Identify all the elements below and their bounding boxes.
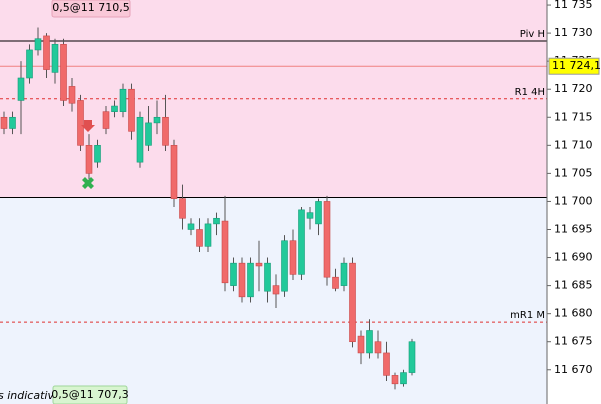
candle-body: [119, 88, 127, 112]
candle-body: [34, 38, 42, 51]
candle-body: [68, 86, 76, 104]
price-tag-label: 11 724,1: [552, 59, 601, 72]
candle-body: [0, 116, 8, 129]
y-tick-label: 11 700: [554, 194, 593, 207]
level-label: Piv H: [520, 29, 545, 40]
annotation: s indicatives: [0, 389, 67, 402]
level-label: mR1 M: [510, 310, 545, 321]
y-tick-label: 11 680: [554, 307, 593, 320]
y-tick-label: 11 705: [554, 166, 593, 179]
candle-body: [77, 100, 84, 146]
candle-body: [94, 145, 101, 163]
candle-body: [85, 145, 93, 174]
y-tick-label: 11 715: [554, 110, 593, 123]
candle-body: [51, 44, 59, 73]
candle-body: [128, 88, 135, 132]
candle-body: [400, 372, 407, 385]
y-tick-label: 11 690: [554, 251, 593, 264]
candle-body: [102, 111, 110, 129]
candle-body: [247, 262, 254, 298]
candle-body: [323, 201, 331, 278]
candle-body: [230, 262, 237, 286]
candle-body: [383, 352, 390, 376]
candle-body: [238, 262, 246, 298]
price-tag: [548, 57, 600, 75]
y-tick-label: 11 720: [554, 82, 593, 95]
candle-body: [170, 145, 178, 199]
y-tick-label: 11 685: [554, 279, 593, 292]
candle-body: [60, 44, 67, 101]
annotation: 0,5@11 707,3: [51, 388, 128, 401]
candle-body: [162, 116, 169, 146]
y-tick-label: 11 670: [554, 363, 593, 376]
candle-body: [196, 229, 203, 247]
candle-body: [145, 122, 152, 146]
candle-body: [366, 330, 373, 354]
annotation-box: [52, 385, 128, 404]
candle-body: [221, 220, 229, 284]
candle-body: [340, 262, 348, 286]
candle-body: [153, 116, 161, 124]
candle-body: [187, 223, 195, 230]
candle-body: [281, 240, 288, 292]
sell-arrow: [81, 120, 95, 132]
candle-body: [315, 201, 322, 225]
zone-below: [0, 197, 547, 404]
y-tick-label: 11 675: [554, 335, 593, 348]
y-tick-label: 11 730: [554, 26, 593, 39]
level-label: R1 4H: [515, 87, 545, 98]
candle-body: [17, 77, 25, 101]
candle-body: [357, 335, 365, 354]
candle-body: [332, 276, 339, 289]
candle-body: [374, 341, 382, 354]
y-tick-label: 11 710: [554, 138, 593, 151]
candle-body: [204, 223, 212, 247]
candle-body: [272, 285, 280, 295]
candle-body: [298, 209, 305, 275]
buy-marker: [82, 177, 94, 189]
candle-body: [289, 240, 297, 275]
candle-body: [213, 217, 220, 225]
candle-body: [111, 105, 118, 112]
candle-body: [9, 116, 16, 129]
candle-body: [264, 262, 271, 292]
candle-body: [43, 35, 50, 70]
y-tick-label: 11 735: [554, 0, 593, 11]
candle-body: [26, 49, 33, 79]
candle-body: [391, 375, 399, 385]
candle-body: [349, 262, 356, 343]
candle-body: [179, 198, 186, 219]
annotation: 0,5@11 710,5: [52, 1, 129, 14]
candle-body: [408, 341, 416, 373]
candle-body: [136, 116, 144, 163]
annotation-box: [51, 0, 131, 18]
y-tick-label: 11 695: [554, 222, 593, 235]
candle-body: [306, 212, 314, 219]
candle-body: [255, 262, 263, 267]
